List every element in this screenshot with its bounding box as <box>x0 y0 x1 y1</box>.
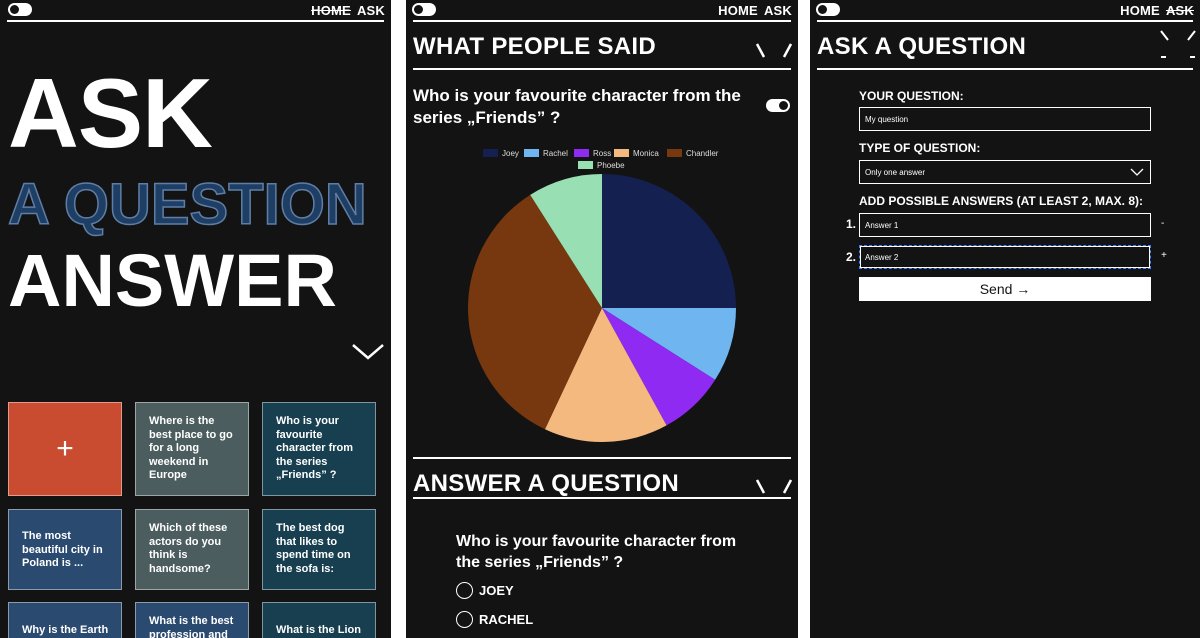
question-title: Who is your favourite character from the… <box>413 86 741 127</box>
legend-item-chandler: Chandler <box>667 149 718 158</box>
add-question-tile[interactable]: + <box>8 402 122 496</box>
add-answer-button[interactable]: + <box>1161 250 1167 261</box>
legend-item-phoebe: Phoebe <box>578 161 625 170</box>
legend-label: Phoebe <box>597 161 625 170</box>
theme-toggle[interactable] <box>412 3 436 16</box>
legend-item-monica: Monica <box>614 149 659 158</box>
pie-slice-chandler <box>468 194 602 430</box>
question-tile[interactable]: Which of these actors do you think is ha… <box>135 509 249 590</box>
chart-legend: Joey Rachel Ross Monica Chandler Phoebe <box>406 149 798 173</box>
header-divider <box>7 20 384 22</box>
page-title: ASK A QUESTION <box>817 33 1027 60</box>
legend-label: Monica <box>633 149 659 158</box>
chevron-down-icon <box>1130 168 1144 176</box>
chevron-up-icon[interactable] <box>1160 30 1196 58</box>
type-select-value: Only one answer <box>865 168 926 177</box>
nav-home-link[interactable]: HOME <box>718 3 758 18</box>
legend-label: Rachel <box>543 149 568 158</box>
pie-slice-joey <box>602 174 736 308</box>
toggle-knob <box>779 101 788 110</box>
top-nav: HOME ASK <box>305 3 385 18</box>
theme-toggle[interactable] <box>816 3 840 16</box>
toggle-knob <box>818 5 827 14</box>
question-tile[interactable]: What is the best profession and <box>135 602 249 638</box>
nav-home-link[interactable]: HOME <box>311 3 351 18</box>
answer-input[interactable]: Answer 1 <box>859 213 1151 237</box>
section-title: WHAT PEOPLE SAID <box>413 33 657 60</box>
legend-swatch <box>614 149 629 157</box>
nav-home-link[interactable]: HOME <box>1120 3 1160 18</box>
your-question-label: YOUR QUESTION: <box>859 89 964 103</box>
pie-slice-ross <box>602 308 716 426</box>
question-tile[interactable]: What is the Lion <box>262 602 376 638</box>
option-joey[interactable]: JOEY <box>456 582 514 599</box>
hero-answer: ANSWER <box>8 239 337 322</box>
legend-swatch <box>483 149 498 157</box>
ask-panel: HOME ASK ASK A QUESTION YOUR QUESTION: My… <box>810 0 1200 638</box>
top-bar: HOME ASK <box>406 0 798 22</box>
question-tile[interactable]: Where is the best place to go for a long… <box>135 402 249 496</box>
question-tile[interactable]: The best dog that likes to spend time on… <box>262 509 376 590</box>
nav-ask-link[interactable]: ASK <box>1165 3 1194 18</box>
results-panel: HOME ASK WHAT PEOPLE SAID Who is your fav… <box>406 0 798 638</box>
pie-slice-monica <box>544 308 667 442</box>
chevron-down-icon[interactable] <box>756 479 792 495</box>
option-label: JOEY <box>479 583 514 598</box>
top-nav: HOME ASK <box>712 3 792 18</box>
answer-question-title: Who is your favourite character from the… <box>456 533 737 571</box>
answer-number: 2. <box>846 250 857 264</box>
answers-label: ADD POSSIBLE ANSWERS (AT LEAST 2, MAX. 8… <box>859 194 1144 208</box>
nav-ask-link[interactable]: ASK <box>763 3 792 18</box>
theme-toggle[interactable] <box>8 3 32 16</box>
chevron-down-icon[interactable] <box>352 344 384 360</box>
pie-chart <box>468 174 736 442</box>
answer-input[interactable]: Answer 2 <box>859 245 1151 269</box>
top-nav: HOME ASK <box>1114 3 1194 18</box>
remove-answer-button[interactable]: - <box>1161 218 1165 229</box>
section-divider <box>413 68 791 70</box>
section-divider <box>817 68 1193 70</box>
type-label: TYPE OF QUESTION: <box>859 141 981 155</box>
chevron-down-icon[interactable] <box>756 43 792 59</box>
legend-swatch <box>574 149 589 157</box>
answer-section-title: ANSWER A QUESTION <box>413 470 679 497</box>
question-tile[interactable]: Why is the Earth <box>8 602 122 638</box>
send-button[interactable]: Send → <box>859 277 1151 301</box>
plus-icon: + <box>56 432 74 466</box>
pie-slice-rachel <box>602 308 736 380</box>
question-tile[interactable]: The most beautiful city in Poland is ... <box>8 509 122 590</box>
type-select[interactable]: Only one answer <box>859 160 1151 184</box>
question-tile[interactable]: Who is your favourite character from the… <box>262 402 376 496</box>
answer-number: 1. <box>846 217 857 231</box>
legend-item-rachel: Rachel <box>524 149 568 158</box>
top-bar: HOME ASK <box>810 0 1200 22</box>
top-bar: HOME ASK <box>0 0 391 22</box>
toggle-knob <box>10 5 19 14</box>
legend-swatch <box>578 161 593 169</box>
chart-toggle[interactable] <box>766 99 790 112</box>
section-divider <box>413 457 791 459</box>
nav-ask-link[interactable]: ASK <box>356 3 385 18</box>
legend-label: Chandler <box>686 149 719 158</box>
section-divider <box>413 497 791 499</box>
legend-swatch <box>524 149 539 157</box>
legend-item-ross: Ross <box>574 149 611 158</box>
legend-swatch <box>667 149 682 157</box>
header-divider <box>413 20 791 22</box>
hero-question: A QUESTION <box>7 172 367 237</box>
question-input[interactable]: My question <box>859 107 1151 131</box>
legend-label: Joey <box>502 149 519 158</box>
radio-button[interactable] <box>456 611 473 628</box>
home-panel: HOME ASK ASK A QUESTION ANSWER + Where is… <box>0 0 391 638</box>
toggle-knob <box>414 5 423 14</box>
option-label: RACHEL <box>479 612 534 627</box>
pie-slice-phoebe <box>530 174 602 308</box>
hero-ask: ASK <box>8 58 213 168</box>
legend-label: Ross <box>593 149 612 158</box>
option-rachel[interactable]: RACHEL <box>456 611 533 628</box>
radio-button[interactable] <box>456 582 473 599</box>
header-divider <box>817 20 1193 22</box>
legend-item-joey: Joey <box>483 149 519 158</box>
